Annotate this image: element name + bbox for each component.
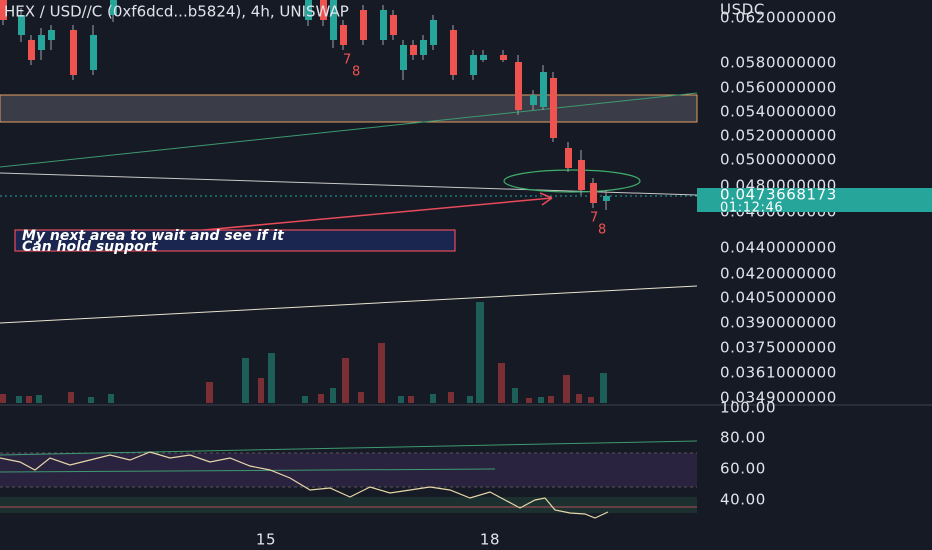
price-label: 0.0375000000 [720,339,837,357]
trend-line [0,92,698,168]
price-label: 0.0349000000 [720,389,837,407]
current-price: 0.0473668173 [720,186,837,204]
rsi-label: 60.00 [720,460,766,478]
marker-label: 8 [598,223,606,238]
rsi-label: 40.00 [720,491,766,509]
target-ellipse [503,169,641,193]
marker-label: 7 [590,211,598,226]
price-label: 0.0440000000 [720,239,837,257]
price-label: 0.0361000000 [720,364,837,382]
price-label: 0.0390000000 [720,314,837,332]
price-axis: 0.0620000000 0.0580000000 0.0560000000 0.05… [720,9,837,407]
annotation-text: My next area to wait and see if it [22,228,285,244]
price-label: 0.0520000000 [720,127,837,145]
trend-line [0,285,698,324]
marker-label: 8 [352,65,360,80]
countdown: 01:12:46 [720,201,783,216]
annotation-box [14,229,456,252]
annotation-text: Can hold support [22,239,159,255]
price-label: 0.0620000000 [720,9,837,27]
current-price-box [697,188,932,212]
price-label: 0.0580000000 [720,54,837,72]
chart-title: HEX / USD//C (0xf6dcd...b5824), 4h, UNIS… [4,3,349,21]
marker-label: 7 [343,53,351,68]
resistance-zone [0,94,698,123]
time-label: 18 [480,531,500,549]
time-label: 15 [256,531,276,549]
rsi-label: 100.00 [720,399,776,417]
rsi-label: 80.00 [720,429,766,447]
price-label: 0.0500000000 [720,151,837,169]
rsi-zone [0,497,697,513]
currency-label: USDC [720,1,765,19]
rsi-trend [0,440,698,456]
rsi-axis: 100.00 80.00 60.00 40.00 [720,399,776,509]
price-label: 0.0540000000 [720,103,837,121]
rsi-line [0,451,609,519]
price-label: 0.0420000000 [720,265,837,283]
price-label: 0.0405000000 [720,289,837,307]
arrow-head [539,192,553,206]
rsi-trend [0,468,496,473]
price-label: 0.0560000000 [720,79,837,97]
